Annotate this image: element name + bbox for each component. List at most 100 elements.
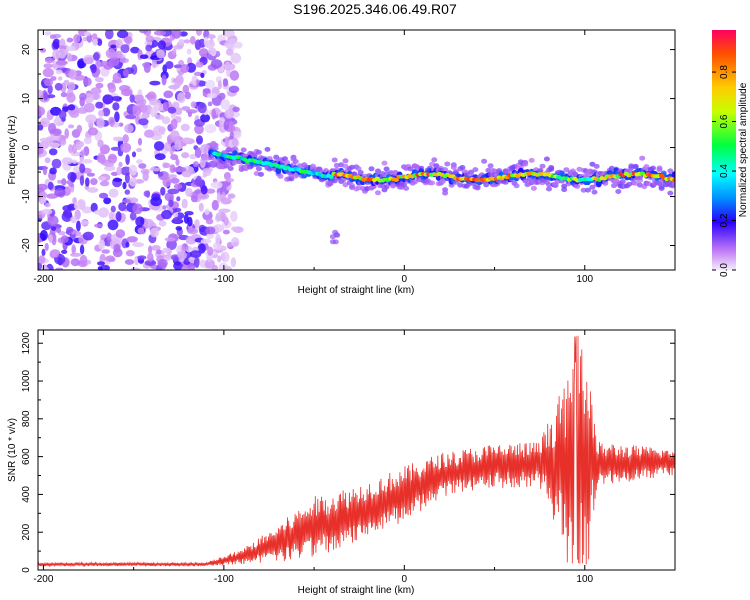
noise-blob <box>40 48 46 53</box>
noise-blob <box>125 154 130 166</box>
noise-blob <box>118 161 123 168</box>
signal-halo <box>639 155 646 161</box>
noise-blob <box>207 101 213 107</box>
noise-blob <box>230 52 242 64</box>
signal-halo <box>258 171 264 177</box>
noise-blob <box>129 177 138 187</box>
noise-blob <box>113 243 121 253</box>
noise-blob <box>55 115 60 123</box>
spectrogram-frame <box>37 29 676 271</box>
noise-blob <box>186 48 192 55</box>
noise-blob <box>67 81 76 91</box>
noise-blob <box>102 60 107 66</box>
noise-blob <box>61 249 68 254</box>
noise-blob <box>52 49 61 60</box>
noise-blob <box>43 91 48 101</box>
noise-blob <box>124 172 130 184</box>
y-tick-label: -10 <box>21 189 32 204</box>
noise-blob <box>72 197 77 205</box>
noise-blob <box>113 50 123 59</box>
noise-blob <box>194 124 204 135</box>
noise-blob <box>177 92 186 104</box>
signal-halo <box>589 184 596 190</box>
noise-blob <box>162 176 172 188</box>
noise-blob <box>80 220 89 226</box>
noise-blob <box>223 120 229 131</box>
noise-blob <box>38 183 48 191</box>
noise-blob <box>47 215 59 226</box>
noise-blob <box>48 148 58 156</box>
noise-blob <box>223 30 235 38</box>
noise-blob <box>189 250 202 258</box>
noise-blob <box>171 30 182 39</box>
signal-halo <box>650 165 656 171</box>
x-tick-label: -200 <box>33 274 53 285</box>
signal-halo <box>539 163 546 169</box>
noise-blob <box>184 91 191 100</box>
noise-blob <box>79 254 88 266</box>
noise-blob <box>111 96 122 101</box>
noise-blob <box>189 153 197 160</box>
noise-blob <box>74 74 86 81</box>
noise-blob <box>181 169 192 178</box>
noise-blob <box>143 62 151 73</box>
spectrogram-ylabel: Frequency (Hz) <box>7 116 18 185</box>
noise-blob <box>103 197 112 205</box>
noise-blob <box>90 178 98 186</box>
signal-halo <box>333 162 340 168</box>
noise-blob <box>110 205 116 213</box>
noise-blob <box>61 157 73 165</box>
noise-blob <box>187 111 192 118</box>
noise-blob <box>79 244 85 255</box>
noise-blob <box>232 130 241 138</box>
noise-blob <box>114 111 120 123</box>
noise-blob <box>222 229 230 235</box>
noise-blob <box>148 245 153 254</box>
noise-blob <box>108 116 116 126</box>
noise-blob <box>125 114 137 120</box>
signal-halo <box>316 167 323 173</box>
noise-blob <box>74 209 81 220</box>
noise-blob <box>73 34 81 44</box>
noise-blob <box>124 189 131 195</box>
noise-blob <box>64 209 73 219</box>
noise-blob <box>228 38 237 43</box>
noise-blob <box>108 188 119 198</box>
noise-blob <box>131 151 137 158</box>
noise-blob <box>149 167 161 172</box>
signal-halo <box>459 165 466 170</box>
noise-blob <box>67 104 76 111</box>
noise-blob <box>74 202 80 210</box>
noise-blob <box>197 192 210 200</box>
noise-blob <box>110 44 117 49</box>
noise-blob <box>77 107 88 114</box>
noise-blob <box>208 47 216 55</box>
noise-blob <box>44 57 55 64</box>
noise-blob <box>172 167 184 173</box>
y-tick-label: 600 <box>21 448 32 465</box>
noise-blob <box>66 52 73 63</box>
noise-blob <box>217 80 222 90</box>
noise-blob <box>41 208 53 215</box>
signal-halo <box>513 183 520 189</box>
noise-blob <box>178 39 185 45</box>
noise-blob <box>218 208 231 213</box>
noise-blob <box>220 181 230 188</box>
x-tick-label: 0 <box>402 574 408 585</box>
noise-blob <box>185 235 197 245</box>
noise-blob <box>195 30 203 36</box>
noise-blob <box>97 139 104 148</box>
noise-blob <box>70 172 76 183</box>
noise-blob <box>50 76 57 81</box>
noise-blob <box>55 267 64 270</box>
noise-blob <box>142 170 149 182</box>
noise-blob <box>198 48 209 58</box>
noise-blob <box>98 110 105 117</box>
noise-blob <box>160 186 166 196</box>
noise-blob <box>47 181 54 190</box>
noise-blob <box>116 166 122 176</box>
colorbar-axes: 0.0 0.2 0.4 0.6 0.8 <box>712 65 736 277</box>
noise-blob <box>41 197 47 204</box>
noise-blob <box>116 30 129 39</box>
spectrogram-xlabel: Height of straight line (km) <box>298 285 415 296</box>
